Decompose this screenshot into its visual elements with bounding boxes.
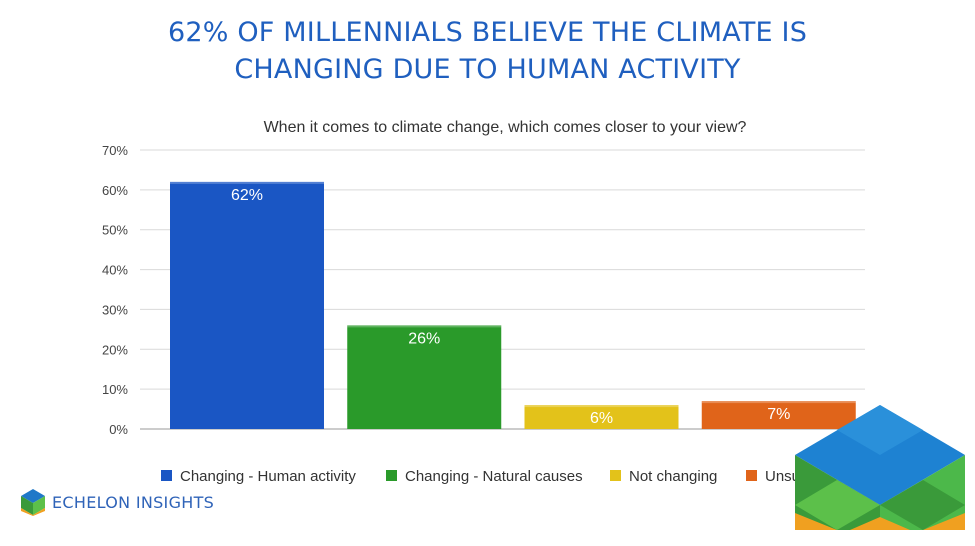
decorative-cube-graphic: [795, 405, 965, 530]
data-label: 7%: [767, 406, 790, 423]
legend-label: Changing - Natural causes: [405, 468, 583, 485]
y-tick-label: 60%: [102, 183, 128, 198]
y-tick-label: 50%: [102, 223, 128, 238]
title-line-2: CHANGING DUE TO HUMAN ACTIVITY: [234, 54, 741, 85]
data-label: 26%: [408, 330, 440, 347]
page-title: 62% OF MILLENNIALS BELIEVE THE CLIMATE I…: [0, 14, 975, 88]
legend-label: Changing - Human activity: [180, 468, 356, 485]
cube-logo-icon: [21, 489, 45, 516]
y-tick-label: 20%: [102, 342, 128, 357]
data-label: 6%: [590, 410, 613, 427]
brand-name: ECHELON INSIGHTS: [52, 492, 215, 512]
y-tick-label: 0%: [109, 422, 128, 437]
bar-highlight: [170, 181, 324, 184]
legend-swatch: [386, 470, 397, 481]
bar-highlight: [524, 405, 679, 408]
bar: [170, 181, 324, 429]
brand-logo: ECHELON INSIGHTS: [20, 488, 214, 516]
chart-subtitle: When it comes to climate change, which c…: [264, 119, 747, 136]
legend-label: Not changing: [629, 468, 717, 485]
bar: [701, 401, 856, 429]
data-label: 62%: [231, 187, 263, 204]
legend-swatch: [610, 470, 621, 481]
bar-highlight: [701, 401, 856, 404]
bar: [524, 405, 679, 429]
legend-swatch: [746, 470, 757, 481]
legend-swatch: [161, 470, 172, 481]
bar: [347, 325, 502, 429]
y-tick-label: 70%: [102, 143, 128, 158]
bar-highlight: [347, 325, 502, 328]
y-tick-label: 40%: [102, 263, 128, 278]
y-tick-label: 30%: [102, 302, 128, 317]
title-line-1: 62% OF MILLENNIALS BELIEVE THE CLIMATE I…: [167, 17, 808, 48]
y-tick-label: 10%: [102, 382, 128, 397]
